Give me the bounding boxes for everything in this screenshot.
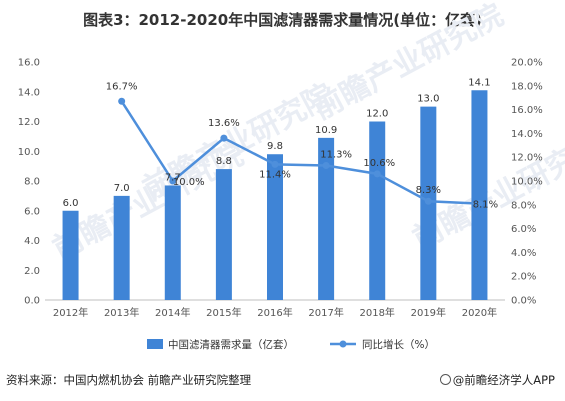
line-point [322,162,330,170]
bar [164,185,181,300]
bar-value-label: 6.0 [63,198,79,209]
x-tick-label: 2017年 [308,306,343,319]
legend-line-label: 同比增长（%） [362,338,435,351]
y-left-tick-label: 16.0 [18,58,40,69]
chart-title: 图表3：2012-2020年中国滤清器需求量情况(单位：亿套) [83,11,482,29]
y-left-tick-label: 8.0 [24,177,40,188]
y-left-tick-label: 12.0 [18,117,40,128]
y-left-tick-label: 14.0 [18,87,40,98]
combo-chart: 前瞻产业研究院前瞻产业研究院前瞻产业研究院前瞻产业研究院 0.02.04.06.… [18,0,565,351]
x-axis: 2012年 2013年 2014年 2015年 2016年 2017年 2018年 2019年… [45,299,505,319]
y-right-tick-label: 20.0% [511,58,543,69]
y-right-tick-label: 12.0% [511,153,543,164]
source-note: 资料来源：中国内燃机协会 前瞻产业研究院整理 [6,373,252,387]
bar [267,154,283,300]
line-value-label: 11.4% [259,169,291,180]
line-point [169,177,177,185]
line-series [118,97,483,208]
bar-value-label: 8.8 [216,156,232,167]
y-left-tick-label: 4.0 [24,236,40,247]
bar-series [62,90,488,300]
y-right-tick-label: 4.0% [511,248,536,259]
y-left-tick-label: 6.0 [24,206,40,217]
y-left-tick-label: 10.0 [18,147,40,158]
legend-bar-label: 中国滤清器需求量（亿套） [168,338,294,351]
y-right-tick-label: 2.0% [511,272,536,283]
line-value-label: 13.6% [208,118,240,129]
x-tick-label: 2020年 [462,306,497,319]
line-point [424,197,432,205]
y-left-tick-label: 2.0 [24,266,40,277]
bar-value-label: 14.1 [468,77,490,88]
left-axis: 0.0 2.0 4.0 6.0 8.0 10.0 12.0 14.0 16.0 [18,58,40,307]
bar-value-label: 9.8 [267,141,283,152]
legend: 中国滤清器需求量（亿套） 同比增长（%） [147,338,435,351]
line-value-label: 10.0% [173,177,205,188]
bar [62,210,79,300]
line-point [220,134,228,142]
bar-value-label: 7.0 [114,183,130,194]
line-value-label: 8.1% [473,200,498,211]
line-point [475,200,483,208]
legend-line-marker [339,340,347,348]
brand-text: @前瞻经济学人APP [452,373,555,387]
x-tick-label: 2014年 [155,306,190,319]
bar [369,121,386,300]
x-tick-label: 2015年 [206,306,241,319]
bar-value-label: 7.7 [165,172,181,183]
legend-bar-swatch [147,339,163,349]
x-tick-label: 2019年 [411,306,446,319]
right-axis: 0.0% 2.0% 4.0% 6.0% 8.0% 10.0% 12.0% 14.0% 16.0%… [511,58,543,307]
line-point [271,160,279,168]
y-right-tick-label: 16.0% [511,105,543,116]
bar [215,169,232,300]
bar [113,195,130,300]
brand-logo-icon [439,374,451,385]
line-point [373,170,381,178]
bar [471,90,488,300]
line-value-label: 11.3% [320,150,352,161]
y-right-tick-label: 0.0% [511,296,536,307]
y-right-tick-label: 18.0% [511,81,543,92]
x-tick-label: 2013年 [104,306,139,319]
data-labels: 6.0 7.0 7.7 8.8 9.8 10.9 12.0 13.0 14.1 16.7% 10.0… [63,77,499,210]
y-left-tick-label: 0.0 [24,296,40,307]
line-value-label: 16.7% [106,81,138,92]
line-value-label: 10.6% [363,158,395,169]
bar-value-label: 12.0 [366,109,388,120]
x-tick-label: 2012年 [53,306,88,319]
x-tick-label: 2016年 [257,306,292,319]
y-right-tick-label: 10.0% [511,177,543,188]
x-tick-label: 2018年 [359,306,394,319]
y-right-tick-label: 8.0% [511,200,536,211]
line-value-label: 8.3% [416,185,441,196]
growth-line [120,100,480,205]
bar [318,137,335,300]
line-point [118,97,126,105]
y-right-tick-label: 6.0% [511,224,536,235]
bar-value-label: 13.0 [417,94,439,105]
bar-value-label: 10.9 [315,125,337,136]
y-right-tick-label: 14.0% [511,129,543,140]
brand-note: @前瞻经济学人APP [439,372,555,388]
